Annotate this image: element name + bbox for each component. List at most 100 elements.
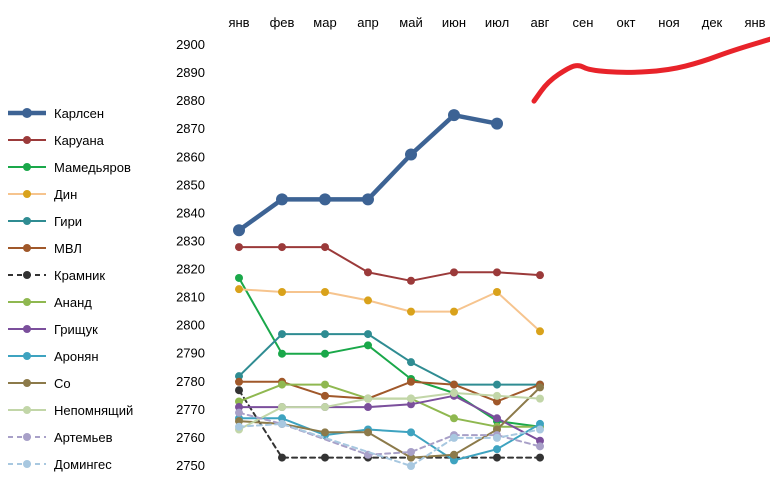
data-point	[493, 433, 501, 442]
legend-label: Крамник	[54, 268, 105, 283]
series-3	[235, 285, 544, 336]
y-tick-label: 2890	[176, 65, 205, 80]
legend-item: Непомнящий	[8, 403, 133, 418]
legend-swatch-marker	[23, 352, 31, 360]
data-point	[321, 403, 329, 412]
data-point	[450, 307, 458, 316]
data-point	[321, 330, 329, 339]
data-point	[364, 403, 372, 412]
legend-swatch-marker	[23, 325, 31, 333]
data-point	[536, 394, 544, 403]
legend-swatch-marker	[23, 433, 31, 441]
legend-swatch-marker	[23, 217, 31, 225]
data-point	[536, 419, 544, 428]
x-tick-label: янв	[744, 15, 765, 30]
y-axis-ticks: 2900 2890 2880 2870 2860 2850 2840 2830 2820 2810…	[176, 37, 205, 473]
legend-swatch-marker	[23, 406, 31, 414]
legend-label: Дин	[54, 187, 77, 202]
data-point	[276, 193, 288, 206]
data-point	[364, 330, 372, 339]
data-point	[407, 428, 415, 437]
legend-swatch-marker	[23, 379, 31, 387]
legend-swatch-marker	[23, 298, 31, 306]
series-line	[238, 277, 541, 428]
data-point	[407, 377, 415, 386]
legend-swatch-marker	[23, 163, 31, 171]
series-line	[238, 333, 541, 386]
data-point	[321, 428, 329, 437]
legend-label: Каруана	[54, 133, 105, 148]
legend-label: МВЛ	[54, 241, 82, 256]
data-point	[448, 109, 460, 122]
series-line	[238, 246, 541, 282]
data-point	[321, 287, 329, 296]
series-line	[238, 389, 541, 459]
x-tick-label: окт	[616, 15, 635, 30]
data-point	[364, 428, 372, 437]
data-point	[493, 287, 501, 296]
data-point	[407, 462, 415, 470]
data-point	[493, 445, 501, 454]
data-point	[407, 394, 415, 403]
x-tick-label: авг	[531, 15, 550, 30]
x-tick-label: июл	[485, 15, 509, 30]
data-point	[536, 436, 544, 445]
series-line	[238, 392, 541, 431]
data-point	[235, 386, 243, 395]
y-tick-label: 2810	[176, 290, 205, 305]
series-11	[235, 389, 544, 434]
data-point	[493, 268, 501, 277]
data-point	[450, 268, 458, 277]
y-tick-label: 2860	[176, 149, 205, 164]
data-point	[235, 377, 243, 386]
legend-item: Домингес	[8, 457, 112, 472]
data-point	[493, 397, 501, 406]
data-point	[407, 276, 415, 285]
y-tick-label: 2800	[176, 318, 205, 333]
series-lines	[233, 109, 544, 470]
legend-label: Грищук	[54, 322, 98, 337]
series-line	[238, 422, 541, 467]
data-point	[407, 447, 415, 456]
data-point	[364, 394, 372, 403]
data-point	[405, 148, 417, 161]
data-point	[364, 296, 372, 305]
series-13	[235, 419, 544, 470]
legend-item: Аронян	[8, 349, 99, 364]
data-point	[491, 117, 503, 130]
data-point	[319, 193, 331, 206]
legend-swatch-marker	[23, 244, 31, 252]
data-point	[235, 408, 243, 417]
legend-swatch-marker	[22, 108, 32, 118]
data-point	[278, 287, 286, 296]
data-point	[278, 403, 286, 412]
data-point	[235, 422, 243, 431]
legend-label: Ананд	[54, 295, 92, 310]
data-point	[278, 380, 286, 389]
data-point	[493, 391, 501, 400]
legend-label: Со	[54, 376, 71, 391]
data-point	[235, 397, 243, 406]
legend-item: Ананд	[8, 295, 92, 310]
y-tick-label: 2840	[176, 205, 205, 220]
data-point	[407, 453, 415, 462]
y-tick-label: 2760	[176, 430, 205, 445]
legend-item: МВЛ	[8, 241, 82, 256]
data-point	[235, 417, 243, 426]
y-tick-label: 2900	[176, 37, 205, 52]
data-point	[235, 403, 243, 412]
data-point	[536, 271, 544, 280]
data-point	[321, 391, 329, 400]
x-tick-label: мар	[313, 15, 336, 30]
legend-item: Грищук	[8, 322, 98, 337]
legend-item: Дин	[8, 187, 77, 202]
data-point	[233, 224, 245, 237]
x-tick-label: янв	[228, 15, 249, 30]
legend-label: Домингес	[54, 457, 112, 472]
data-point	[450, 456, 458, 465]
data-point	[235, 372, 243, 381]
data-point	[450, 380, 458, 389]
y-tick-label: 2750	[176, 458, 205, 473]
series-0	[233, 109, 503, 237]
